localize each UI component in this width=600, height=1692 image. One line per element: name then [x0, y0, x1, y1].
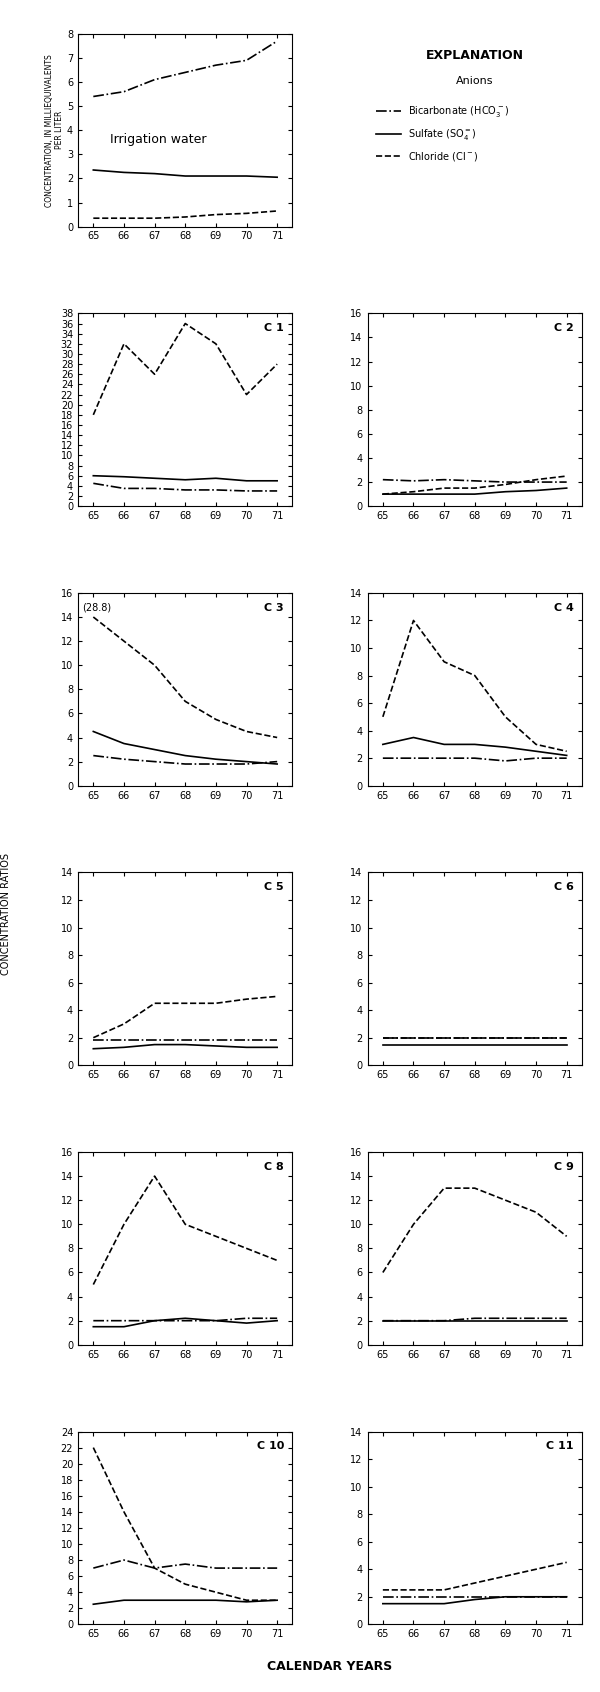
Y-axis label: CONCENTRATION, IN MILLIEQUIVALENTS
PER LITER: CONCENTRATION, IN MILLIEQUIVALENTS PER L… — [45, 54, 64, 206]
Text: C 3: C 3 — [264, 602, 284, 613]
Text: Irrigation water: Irrigation water — [110, 134, 206, 147]
Text: C 5: C 5 — [264, 882, 284, 892]
Text: C 8: C 8 — [264, 1162, 284, 1171]
Text: C 6: C 6 — [554, 882, 574, 892]
Text: C 2: C 2 — [554, 323, 574, 333]
Text: (28.8): (28.8) — [82, 602, 112, 613]
Text: Anions: Anions — [456, 76, 494, 86]
Text: C 1: C 1 — [264, 323, 284, 333]
Text: CONCENTRATION RATIOS: CONCENTRATION RATIOS — [1, 853, 11, 975]
Text: C 9: C 9 — [554, 1162, 574, 1171]
Legend: Bicarbonate (HCO$_3^-$), Sulfate (SO$_4^=$), Chloride (Cl$^-$): Bicarbonate (HCO$_3^-$), Sulfate (SO$_4^… — [373, 100, 514, 168]
Text: C 10: C 10 — [257, 1442, 284, 1452]
Text: C 11: C 11 — [546, 1442, 574, 1452]
Text: EXPLANATION: EXPLANATION — [426, 49, 524, 63]
Text: CALENDAR YEARS: CALENDAR YEARS — [268, 1660, 392, 1673]
Text: C 4: C 4 — [554, 602, 574, 613]
